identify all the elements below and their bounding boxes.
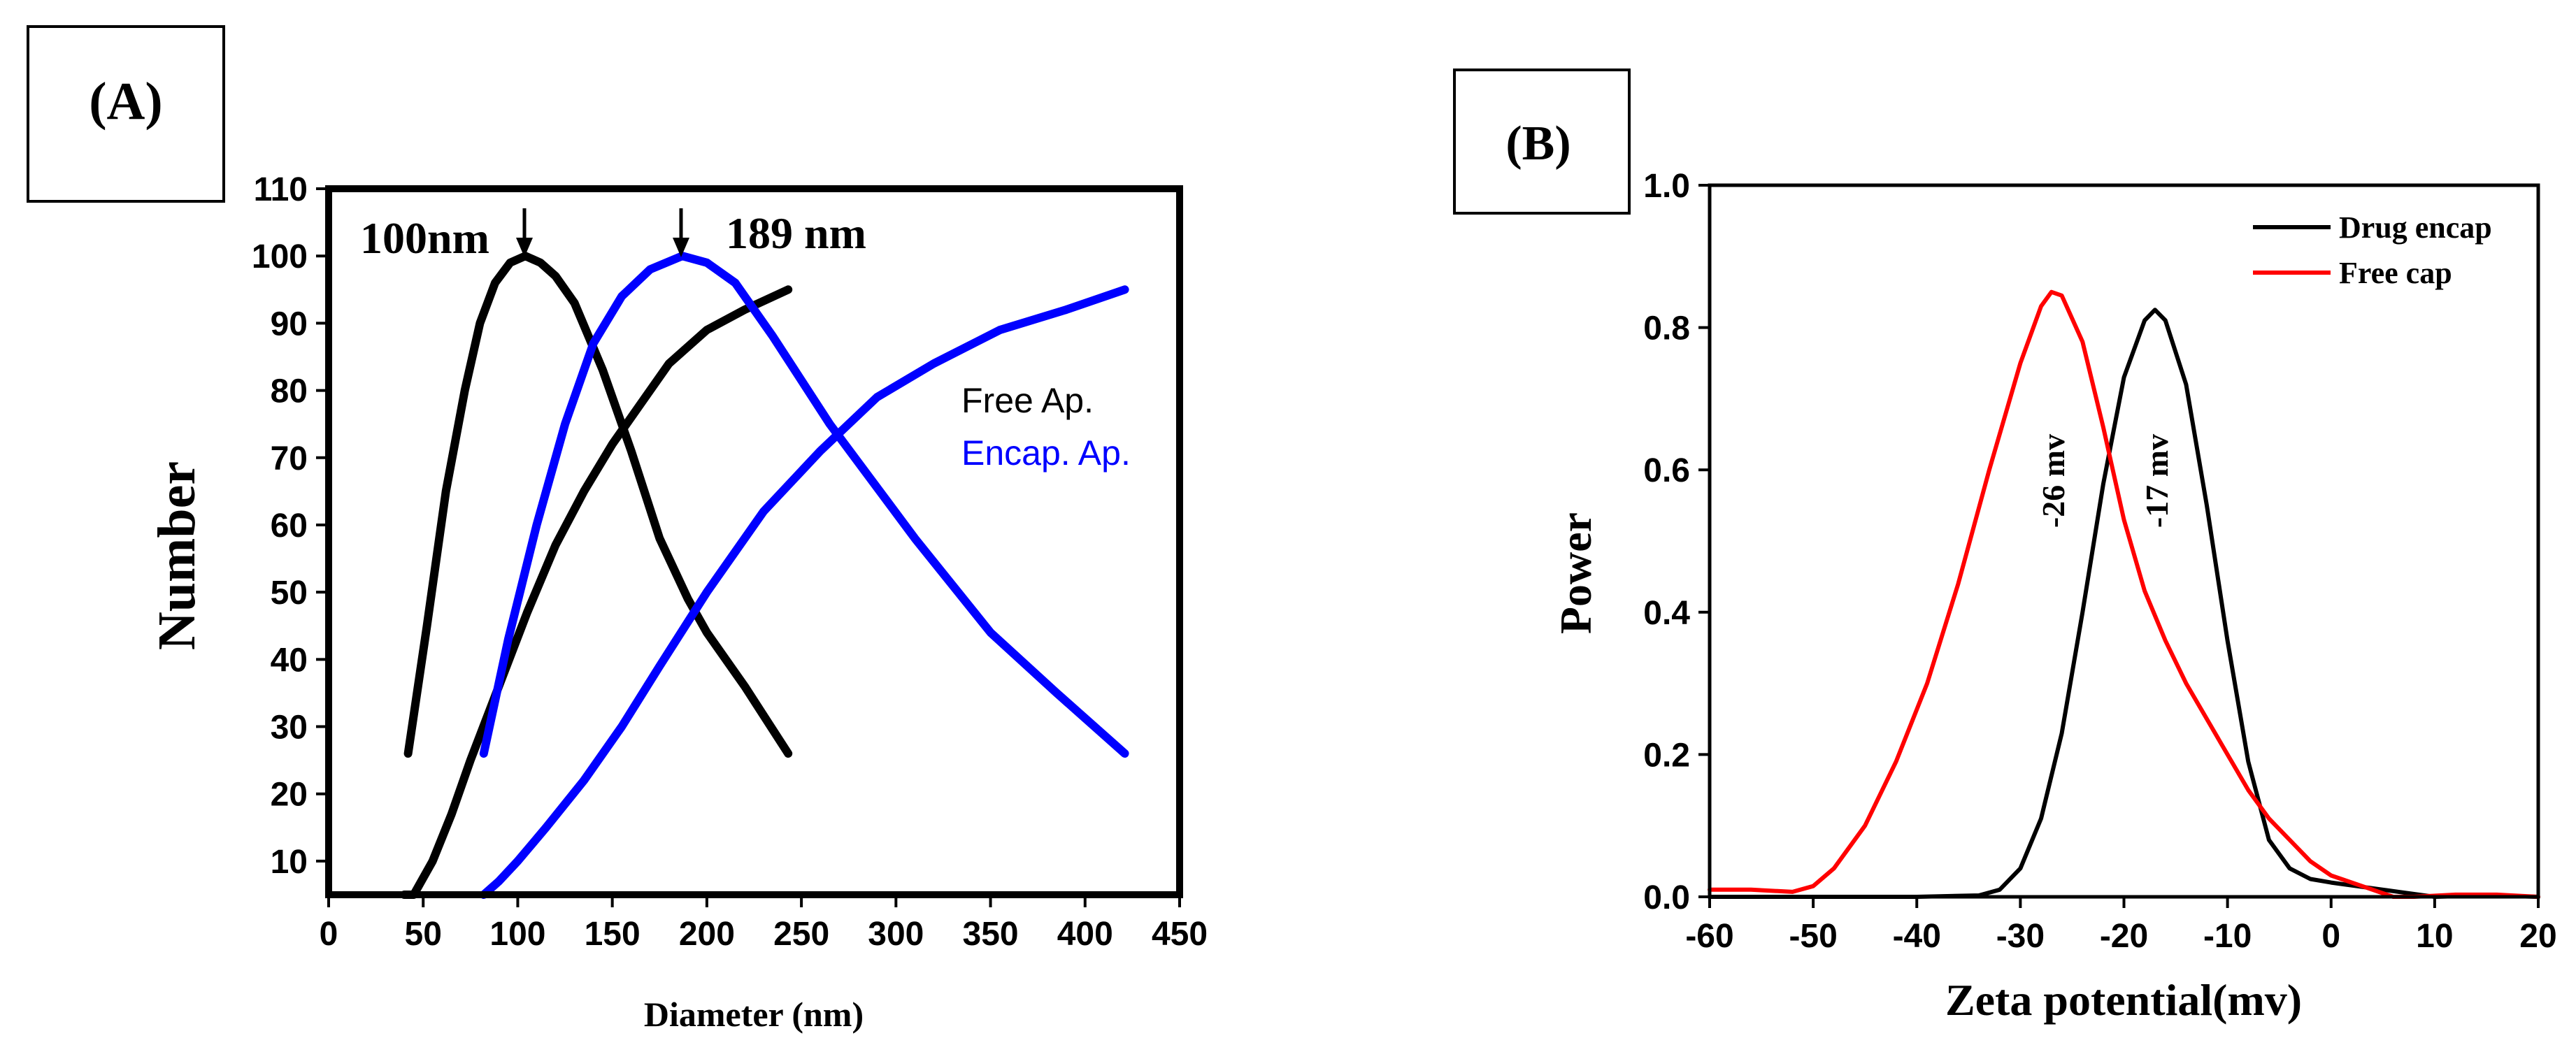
panel-b-x-axis-label: Zeta potential(mv) — [1945, 975, 2302, 1025]
annotation-minus17mv: -17 mv — [2139, 434, 2175, 528]
panel-b-series-drug-encap — [1708, 308, 2540, 899]
panel-a-y-ticks: 10 20 30 40 50 60 70 80 90 100 110 — [252, 171, 329, 881]
panel-b-y-tick-label: 0.0 — [1643, 879, 1690, 916]
panel-a-y-tick-label: 50 — [271, 575, 308, 612]
panel-b-x-tick-label: -30 — [1996, 918, 2045, 955]
panel-a-y-tick-label: 30 — [271, 709, 308, 747]
panel-b-x-tick-label: 0 — [2321, 918, 2340, 955]
panel-b-y-tick-label: 0.8 — [1643, 310, 1690, 347]
panel-a-y-tick-label: 60 — [271, 507, 308, 545]
panel-a-x-tick-label: 150 — [585, 916, 641, 953]
panel-a-y-tick-label: 80 — [271, 373, 308, 410]
panel-b-y-tick-label: 0.6 — [1643, 452, 1690, 489]
panel-b-series-free-cap — [1708, 289, 2540, 899]
panel-a-x-ticks: 0 50 100 150 200 250 300 350 400 450 — [320, 895, 1208, 953]
panel-a-series-free-ap-distribution — [403, 252, 793, 758]
panel-a-y-tick-label: 100 — [252, 238, 308, 275]
panel-a-x-tick-label: 350 — [963, 916, 1019, 953]
panel-b-y-tick-label: 1.0 — [1643, 168, 1690, 205]
panel-a-plot-frame — [325, 185, 1183, 898]
panel-a-x-axis-label: Diameter (nm) — [644, 995, 864, 1034]
panel-a-x-tick-label: 250 — [773, 916, 829, 953]
panel-a-x-tick-label: 100 — [489, 916, 545, 953]
panel-a-annotation-arrows — [516, 208, 689, 257]
panel-a-y-tick-label: 20 — [271, 777, 308, 814]
panel-a-series-free-ap-cumulative — [400, 285, 793, 899]
panel-a-x-tick-label: 200 — [679, 916, 735, 953]
panel-b-label: (B) — [1505, 117, 1570, 171]
panel-a-series-encap-ap-distribution — [479, 252, 1129, 758]
panel-b-x-tick-label: 10 — [2416, 918, 2453, 955]
panel-a-y-tick-label: 90 — [271, 305, 308, 343]
legend-free-ap: Free Ap. — [961, 381, 1094, 420]
panel-a-x-tick-label: 400 — [1057, 916, 1113, 953]
arrow-189nm-head — [673, 238, 689, 257]
panel-b-series-group — [1708, 289, 2540, 899]
annotation-100nm: 100nm — [360, 213, 489, 263]
legend-free-cap: Free cap — [2339, 256, 2452, 290]
panel-b-label-box — [1453, 69, 1631, 215]
panel-a-y-tick-label: 10 — [271, 844, 308, 881]
arrow-100nm-head — [516, 238, 533, 257]
panel-a-y-tick-label: 110 — [254, 171, 308, 208]
panel-b-y-ticks: 0.0 0.2 0.4 0.6 0.8 1.0 — [1643, 168, 1710, 916]
panel-a-label-box — [27, 25, 225, 203]
annotation-minus26mv: -26 mv — [2035, 434, 2071, 528]
panel-b-plot-frame — [1708, 183, 2540, 899]
legend-drug-encap: Drug encap — [2339, 210, 2492, 245]
legend-encap-ap: Encap. Ap. — [961, 433, 1131, 473]
panel-b-y-tick-label: 0.2 — [1643, 737, 1690, 774]
panel-a-y-tick-label: 70 — [271, 440, 308, 477]
panel-a-x-tick-label: 50 — [405, 916, 442, 953]
panel-b-x-tick-label: -40 — [1893, 918, 1941, 955]
panel-b: (B) -60 -50 -40 -30 -20 -10 0 10 20 0.0 0.2 0.4 0.6… — [1453, 69, 2557, 1025]
panel-b-x-tick-label: 20 — [2519, 918, 2556, 955]
panel-a-series-encap-ap-cumulative — [479, 285, 1129, 899]
panel-b-x-tick-label: -50 — [1789, 918, 1837, 955]
panel-a-label: (A) — [89, 72, 163, 131]
panel-a-y-tick-label: 40 — [271, 642, 308, 679]
panel-a: (A) 0 50 100 150 200 250 300 350 400 450 10 20 30 40… — [27, 25, 1208, 1034]
panel-b-x-tick-label: -10 — [2203, 918, 2252, 955]
panel-b-x-tick-label: -20 — [2100, 918, 2148, 955]
panel-b-x-ticks: -60 -50 -40 -30 -20 -10 0 10 20 — [1685, 897, 2557, 955]
panel-b-x-tick-label: -60 — [1685, 918, 1733, 955]
panel-a-y-axis-label: Number — [148, 461, 206, 650]
panel-a-series-group — [400, 252, 1129, 899]
panel-b-y-tick-label: 0.4 — [1643, 595, 1690, 632]
panel-a-x-tick-label: 300 — [868, 916, 924, 953]
panel-b-y-axis-label: Power — [1551, 512, 1601, 634]
annotation-189nm: 189 nm — [726, 208, 866, 258]
panel-a-x-tick-label: 0 — [320, 916, 338, 953]
panel-a-x-tick-label: 450 — [1152, 916, 1208, 953]
